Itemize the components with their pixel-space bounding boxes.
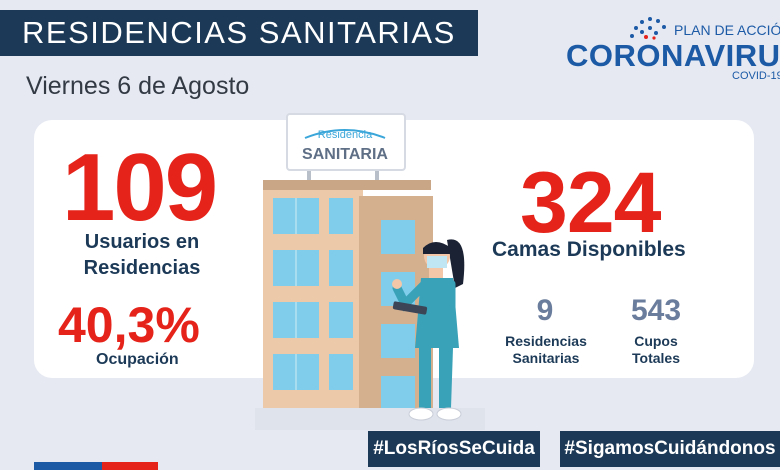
logo-coronavirus-text: CORONAVIRUS	[566, 38, 780, 73]
residencias-label-line2: Sanitarias	[512, 350, 580, 366]
residencia-sign: Residencia SANITARIA	[286, 113, 406, 171]
flag-stripe-red	[102, 462, 158, 470]
hashtag-losrios: #LosRíosSeCuida	[368, 431, 540, 467]
title-banner: RESIDENCIAS SANITARIAS	[0, 10, 478, 56]
logo-plan-text: PLAN DE ACCIÓN	[674, 22, 780, 38]
usuarios-label-line2: Residencias	[83, 257, 201, 279]
usuarios-label: Usuarios en Residencias	[62, 229, 222, 281]
ocupacion-label: Ocupación	[96, 351, 179, 368]
logo-covid-text: COVID-19	[732, 70, 780, 82]
star-dots-icon	[630, 17, 666, 40]
sign-line1: Residencia	[318, 129, 373, 141]
page-title: RESIDENCIAS SANITARIAS	[22, 15, 456, 50]
usuarios-value: 109	[62, 134, 218, 241]
cupos-label-line1: Cupos	[634, 333, 678, 349]
residencias-label-line1: Residencias	[505, 333, 587, 349]
cupos-value: 543	[630, 294, 682, 327]
usuarios-label-line1: Usuarios en	[84, 231, 200, 253]
ocupacion-value: 40,3%	[58, 297, 200, 353]
residencias-value: 9	[536, 294, 554, 327]
hashtag-sigamos: #SigamosCuidándonos	[560, 431, 780, 467]
nurse-figure	[392, 239, 465, 421]
cupos-label-line2: Totales	[632, 350, 680, 366]
sign-line2: SANITARIA	[302, 146, 388, 163]
date-label: Viernes 6 de Agosto	[26, 72, 250, 100]
residencias-label: Residencias Sanitarias	[496, 333, 596, 367]
flag-stripe-blue	[34, 462, 102, 470]
building-nurse-illustration: Residencia SANITARIA	[255, 113, 485, 430]
plan-coronavirus-logo: PLAN DE ACCIÓN CORONAVIRUS COVID-19	[566, 14, 780, 86]
cupos-label: Cupos Totales	[616, 333, 696, 367]
camas-value: 324	[520, 155, 661, 251]
camas-label: Camas Disponibles	[492, 238, 686, 261]
